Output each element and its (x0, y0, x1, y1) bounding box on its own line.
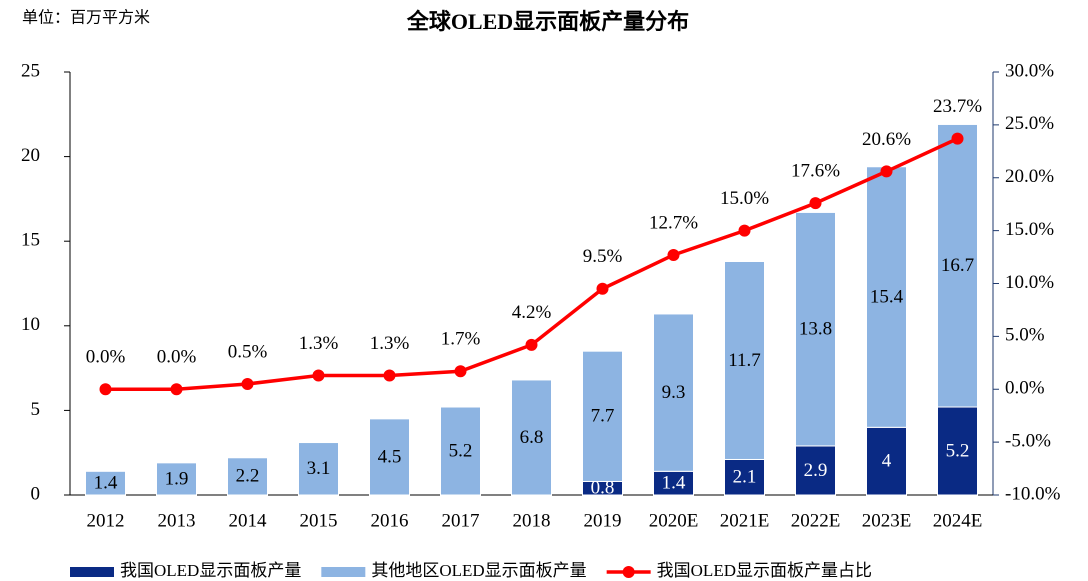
y2-tick-label: 25.0% (1005, 113, 1054, 134)
x-tick-label: 2023E (862, 510, 912, 531)
y-tick-label: 20 (21, 145, 40, 166)
x-tick-label: 2014 (229, 510, 268, 531)
x-tick-label: 2017 (442, 510, 480, 531)
line-marker (951, 132, 964, 145)
bar-segment (298, 442, 339, 496)
bar-label: 13.8 (799, 319, 832, 340)
legend-swatch (622, 566, 635, 578)
y2-tick-label: 0.0% (1005, 378, 1045, 399)
line-marker (596, 282, 609, 295)
line-label: 12.7% (649, 212, 698, 233)
line-label: 4.2% (512, 302, 552, 323)
bar-label: 11.7 (728, 350, 761, 371)
line-marker (454, 365, 467, 378)
bar-segment (866, 426, 907, 496)
line-marker (667, 248, 680, 261)
line-label: 0.0% (86, 347, 126, 368)
y2-tick-label: 15.0% (1005, 219, 1054, 240)
bar-label: 16.7 (941, 255, 974, 276)
bar-label: 0.8 (591, 478, 615, 499)
legend-label: 其他地区OLED显示面板产量 (371, 561, 586, 580)
y2-tick-label: 5.0% (1005, 325, 1045, 346)
x-tick-label: 2021E (720, 510, 770, 531)
y-tick-label: 5 (31, 399, 41, 420)
line-label: 15.0% (720, 188, 769, 209)
line-label: 1.3% (299, 333, 339, 354)
x-tick-label: 2020E (649, 510, 699, 531)
x-tick-label: 2012 (87, 510, 125, 531)
line-marker (99, 383, 112, 396)
bar-label: 9.3 (662, 382, 686, 403)
bar-label: 1.4 (662, 473, 686, 494)
y-tick-label: 10 (21, 314, 40, 335)
legend-swatch (321, 567, 366, 577)
bar-label: 1.4 (94, 473, 118, 494)
line-marker (241, 377, 254, 390)
bar-label: 15.4 (870, 286, 904, 307)
bar-segment (156, 462, 197, 496)
bar-segment (937, 406, 978, 496)
line-marker (809, 197, 822, 210)
line-label: 0.5% (228, 341, 268, 362)
bar-label: 6.8 (520, 427, 544, 448)
bar-segment (724, 458, 765, 496)
line-marker (738, 224, 751, 237)
bar-label: 2.2 (236, 466, 260, 487)
bar-label: 7.7 (591, 406, 615, 427)
legend-label: 我国OLED显示面板产量占比 (657, 561, 872, 580)
bar-segment (440, 406, 481, 496)
y2-tick-label: -10.0% (1005, 483, 1061, 504)
x-tick-label: 2024E (933, 510, 983, 531)
line-marker (383, 369, 396, 382)
bar-label: 5.2 (946, 440, 970, 461)
x-tick-label: 2018 (513, 510, 551, 531)
bar-segment (724, 261, 765, 460)
y-tick-label: 15 (21, 230, 40, 251)
y2-tick-label: 30.0% (1005, 60, 1054, 81)
bar-label: 2.9 (804, 460, 828, 481)
x-tick-label: 2016 (371, 510, 409, 531)
bar-segment (227, 457, 268, 496)
line-marker (312, 369, 325, 382)
bar-label: 4 (882, 451, 892, 472)
line-label: 17.6% (791, 160, 840, 181)
bar-segment (369, 418, 410, 496)
bar-segment (795, 445, 836, 496)
bar-label: 3.1 (307, 458, 331, 479)
bar-label: 2.1 (733, 467, 757, 488)
bar-segment (937, 123, 978, 408)
y-tick-label: 0 (31, 483, 41, 504)
x-tick-label: 2015 (300, 510, 338, 531)
x-tick-label: 2013 (158, 510, 196, 531)
y2-tick-label: 20.0% (1005, 166, 1054, 187)
line-label: 20.6% (862, 129, 911, 150)
bar-label: 1.9 (165, 468, 189, 489)
line-marker (525, 338, 538, 351)
x-tick-label: 2019 (584, 510, 622, 531)
bar-segment (85, 470, 126, 496)
line-label: 0.0% (157, 347, 197, 368)
chart-title: 全球OLED显示面板产量分布 (406, 9, 689, 34)
bar-segment (582, 350, 623, 482)
line-marker (880, 165, 893, 178)
bar-segment (653, 313, 694, 472)
line-label: 23.7% (933, 96, 982, 117)
line-marker (170, 383, 183, 396)
legend-label: 我国OLED显示面板产量 (120, 561, 301, 580)
line-label: 1.3% (370, 333, 410, 354)
y-tick-label: 25 (21, 60, 40, 81)
bar-segment (795, 211, 836, 447)
legend-swatch (70, 567, 114, 577)
line-label: 9.5% (583, 246, 623, 267)
x-tick-label: 2022E (791, 510, 841, 531)
y2-tick-label: 10.0% (1005, 272, 1054, 293)
bar-segment (511, 379, 552, 496)
unit-label: 单位：百万平方米 (22, 8, 150, 27)
bar-segment (866, 166, 907, 428)
line-label: 1.7% (441, 329, 481, 350)
bar-label: 4.5 (378, 446, 402, 467)
bar-label: 5.2 (449, 440, 473, 461)
y2-tick-label: -5.0% (1005, 430, 1051, 451)
